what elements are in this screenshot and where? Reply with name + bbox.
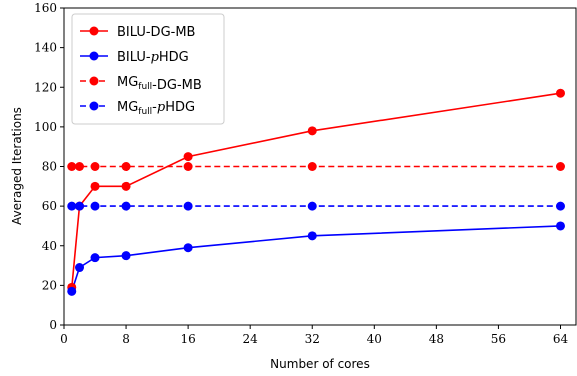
data-point	[184, 152, 193, 161]
data-point	[91, 162, 100, 171]
x-tick-label: 8	[122, 332, 130, 346]
data-point	[75, 263, 84, 272]
data-point	[556, 202, 565, 211]
data-point	[308, 162, 317, 171]
x-tick-label: 32	[305, 332, 320, 346]
x-tick-label: 64	[553, 332, 569, 346]
data-point	[556, 162, 565, 171]
y-axis-label: Averaged Iterations	[10, 107, 24, 225]
data-point	[122, 202, 131, 211]
y-tick-label: 140	[34, 41, 57, 55]
y-tick-label: 40	[42, 239, 57, 253]
data-point	[122, 251, 131, 260]
data-point	[308, 126, 317, 135]
y-tick-label: 80	[42, 160, 57, 174]
data-point	[308, 231, 317, 240]
x-tick-label: 48	[429, 332, 444, 346]
data-point	[67, 162, 76, 171]
data-point	[67, 202, 76, 211]
data-point	[91, 253, 100, 262]
data-point	[75, 202, 84, 211]
data-point	[122, 182, 131, 191]
data-point	[556, 89, 565, 98]
data-point	[67, 287, 76, 296]
x-tick-label: 56	[491, 332, 506, 346]
data-point	[184, 162, 193, 171]
data-point	[122, 162, 131, 171]
legend-entry: BILU-pHDG	[117, 50, 189, 65]
data-point	[91, 182, 100, 191]
legend-marker	[90, 102, 99, 111]
y-tick-label: 60	[42, 199, 57, 213]
legend-entry: MGfull-pHDG	[117, 100, 195, 117]
data-point	[184, 202, 193, 211]
data-point	[308, 202, 317, 211]
data-point	[91, 202, 100, 211]
x-tick-label: 40	[367, 332, 382, 346]
x-tick-label: 0	[60, 332, 68, 346]
x-tick-label: 24	[243, 332, 259, 346]
data-point	[75, 162, 84, 171]
x-axis-label: Number of cores	[270, 357, 370, 371]
legend-entry: BILU-DG-MB	[117, 25, 195, 40]
legend: BILU-DG-MBBILU-pHDGMGfull-DG-MBMGfull-pH…	[72, 14, 224, 124]
legend-marker	[90, 52, 99, 61]
y-tick-label: 20	[42, 278, 57, 292]
data-point	[184, 243, 193, 252]
y-tick-label: 0	[49, 318, 57, 332]
x-tick-label: 16	[180, 332, 195, 346]
y-tick-label: 120	[34, 80, 57, 94]
y-tick-label: 100	[34, 120, 57, 134]
legend-marker	[90, 27, 99, 36]
y-tick-label: 160	[34, 1, 57, 15]
data-point	[556, 221, 565, 230]
legend-marker	[90, 77, 99, 86]
